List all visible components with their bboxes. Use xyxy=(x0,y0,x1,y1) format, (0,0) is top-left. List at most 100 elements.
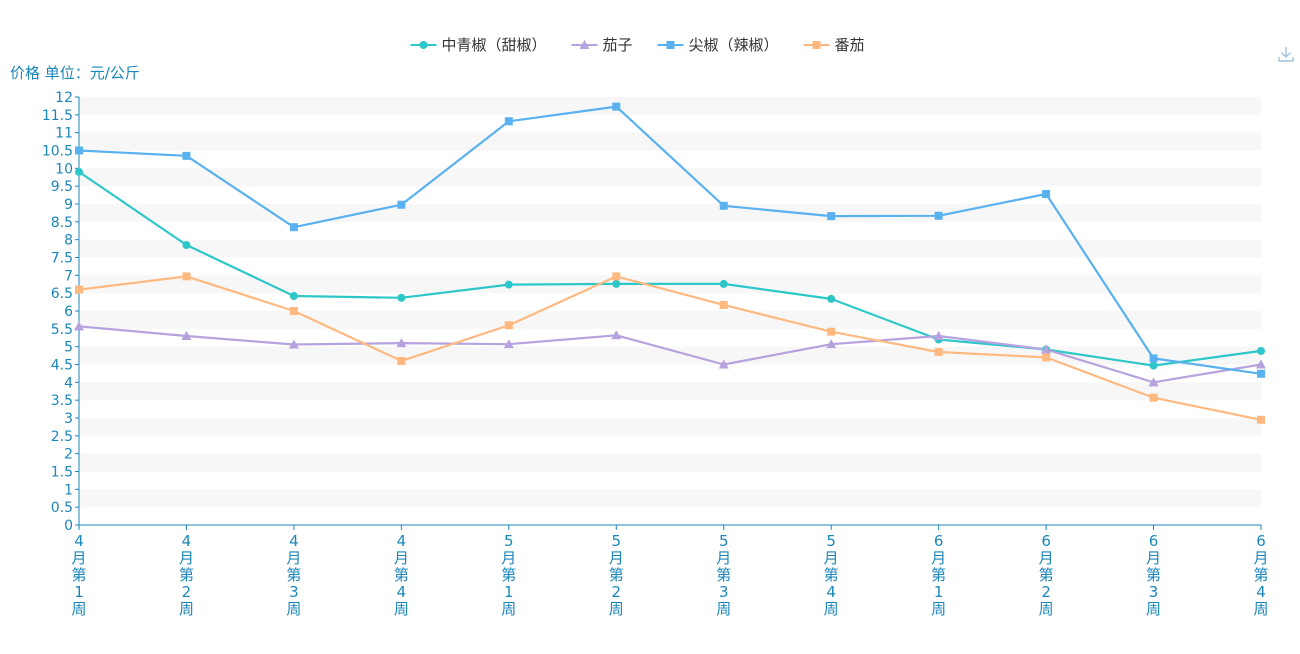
grid-band xyxy=(79,311,1261,329)
y-axis-label: 价格 单位：元/公斤 xyxy=(10,64,140,82)
legend-item-2[interactable]: 茄子 xyxy=(571,36,633,54)
data-point-s1-6 xyxy=(612,279,621,288)
y-tick-label: 8.5 xyxy=(51,215,73,231)
data-point-s4-2 xyxy=(182,272,191,281)
y-tick-label: 2.5 xyxy=(51,429,73,445)
grid-band xyxy=(79,418,1261,436)
y-tick-label: 10.5 xyxy=(42,144,73,160)
grid-band xyxy=(79,97,1261,115)
data-point-s1-4 xyxy=(397,293,406,302)
y-tick-label: 5.5 xyxy=(51,322,73,338)
series-line-4 xyxy=(78,275,1262,421)
y-axis-ticks: 0 0.5 11.5 2 2.5 3 3.5 44.5 5 5.5 6 6.5 77.5 8 8.5 9 9.5… xyxy=(42,90,79,534)
data-point-s1-3 xyxy=(289,292,298,301)
y-tick-label: 1.5 xyxy=(51,465,73,481)
series-line-3 xyxy=(78,105,1262,375)
data-point-s4-3 xyxy=(289,307,298,315)
grid-band xyxy=(79,204,1261,222)
grid-band xyxy=(79,453,1261,472)
data-point-s2-4 xyxy=(396,338,407,348)
data-point-s4-8 xyxy=(827,327,836,336)
x-tick-label: 4 月第 1 周 xyxy=(71,532,86,618)
y-tick-label: 0.5 xyxy=(51,500,73,516)
data-point-s4-9 xyxy=(934,348,943,357)
y-tick-label: 7 xyxy=(64,268,73,284)
x-axis-ticks: 4 月第 1 周 4 月第 2 周 4 月第 3 周 4 月第 4 周 5 月第 1 周 5 月第 2 周 5 月第 3 周 5 月第 4 周… xyxy=(71,525,1269,618)
y-tick-label: 10 xyxy=(55,161,73,177)
data-point-s3-12 xyxy=(1257,369,1265,378)
data-point-s3-5 xyxy=(504,117,513,126)
data-point-s3-10 xyxy=(1042,190,1051,199)
grid-band xyxy=(79,168,1261,187)
data-point-s2-1 xyxy=(74,321,84,331)
data-point-s1-8 xyxy=(827,294,836,303)
download-icon[interactable] xyxy=(1278,47,1294,62)
y-tick-label: 6 xyxy=(64,304,73,320)
x-tick-label: 5 月第 1 周 xyxy=(501,532,516,618)
x-tick-label: 4 月第 4 周 xyxy=(394,532,409,618)
data-point-s2-8 xyxy=(826,339,837,349)
x-tick-label: 5 月第 2 周 xyxy=(609,532,624,618)
x-tick-label: 4 月第 2 周 xyxy=(179,532,194,618)
legend-item-1[interactable]: 中青椒（甜椒） xyxy=(410,36,547,54)
grid-bands xyxy=(79,97,1261,508)
data-point-s4-5 xyxy=(504,321,513,330)
legend-item-3[interactable]: 尖椒（辣椒） xyxy=(657,36,779,54)
series-line-2 xyxy=(78,325,1262,384)
legend[interactable]: 中青椒（甜椒） 茄子 尖椒（辣椒） 番茄 xyxy=(410,36,865,54)
grid-band xyxy=(79,382,1261,401)
x-tick-label: 5 月第 3 周 xyxy=(716,532,731,618)
legend-swatch-marker xyxy=(579,40,590,49)
grid-band xyxy=(79,346,1261,365)
data-point-s2-3 xyxy=(288,339,299,349)
x-tick-label: 6 月第 2 周 xyxy=(1039,532,1054,618)
y-tick-label: 4 xyxy=(64,375,73,391)
data-point-s3-4 xyxy=(397,200,406,209)
series-markers xyxy=(74,102,1266,424)
data-point-s2-7 xyxy=(718,359,729,369)
data-point-s3-9 xyxy=(934,211,943,220)
data-point-s2-12 xyxy=(1256,359,1266,369)
y-tick-label: 2 xyxy=(64,447,73,463)
y-tick-label: 4.5 xyxy=(51,358,73,374)
data-point-s4-1 xyxy=(75,285,83,294)
y-tick-label: 3.5 xyxy=(51,393,73,409)
data-point-s4-12 xyxy=(1257,415,1265,424)
data-point-s1-1 xyxy=(75,167,83,176)
data-point-s3-2 xyxy=(182,151,191,160)
series-line-1 xyxy=(78,170,1262,367)
x-tick-label: 6 月第 3 周 xyxy=(1146,532,1161,618)
data-point-s1-2 xyxy=(182,241,191,250)
data-point-s1-7 xyxy=(719,279,728,288)
legend-swatch-marker xyxy=(419,41,428,49)
data-point-s4-11 xyxy=(1149,393,1158,402)
series-lines xyxy=(78,105,1262,421)
y-tick-label: 9 xyxy=(64,197,73,213)
x-tick-label: 6 月第 1 周 xyxy=(931,532,946,618)
data-point-s3-6 xyxy=(612,102,621,111)
y-tick-label: 0 xyxy=(64,518,73,534)
data-point-s3-11 xyxy=(1149,354,1158,363)
data-point-s1-12 xyxy=(1257,346,1265,355)
grid-band xyxy=(79,489,1261,508)
y-tick-label: 6.5 xyxy=(51,286,73,302)
data-point-s3-1 xyxy=(75,146,83,155)
legend-label: 茄子 xyxy=(603,36,633,54)
legend-label: 中青椒（甜椒） xyxy=(442,36,547,54)
legend-item-4[interactable]: 番茄 xyxy=(803,36,865,54)
data-point-s3-8 xyxy=(827,212,836,221)
data-point-s4-4 xyxy=(397,356,406,365)
y-tick-label: 9.5 xyxy=(51,179,73,195)
data-point-s1-11 xyxy=(1149,361,1158,370)
grid-band xyxy=(79,132,1261,151)
y-tick-label: 12 xyxy=(55,90,73,106)
data-point-s2-10 xyxy=(1041,344,1052,354)
data-point-s2-6 xyxy=(611,330,622,340)
legend-swatch-marker xyxy=(666,41,675,49)
data-point-s4-10 xyxy=(1042,353,1051,362)
y-tick-label: 7.5 xyxy=(51,251,73,267)
y-tick-label: 1 xyxy=(64,482,73,498)
data-point-s2-9 xyxy=(933,330,944,340)
